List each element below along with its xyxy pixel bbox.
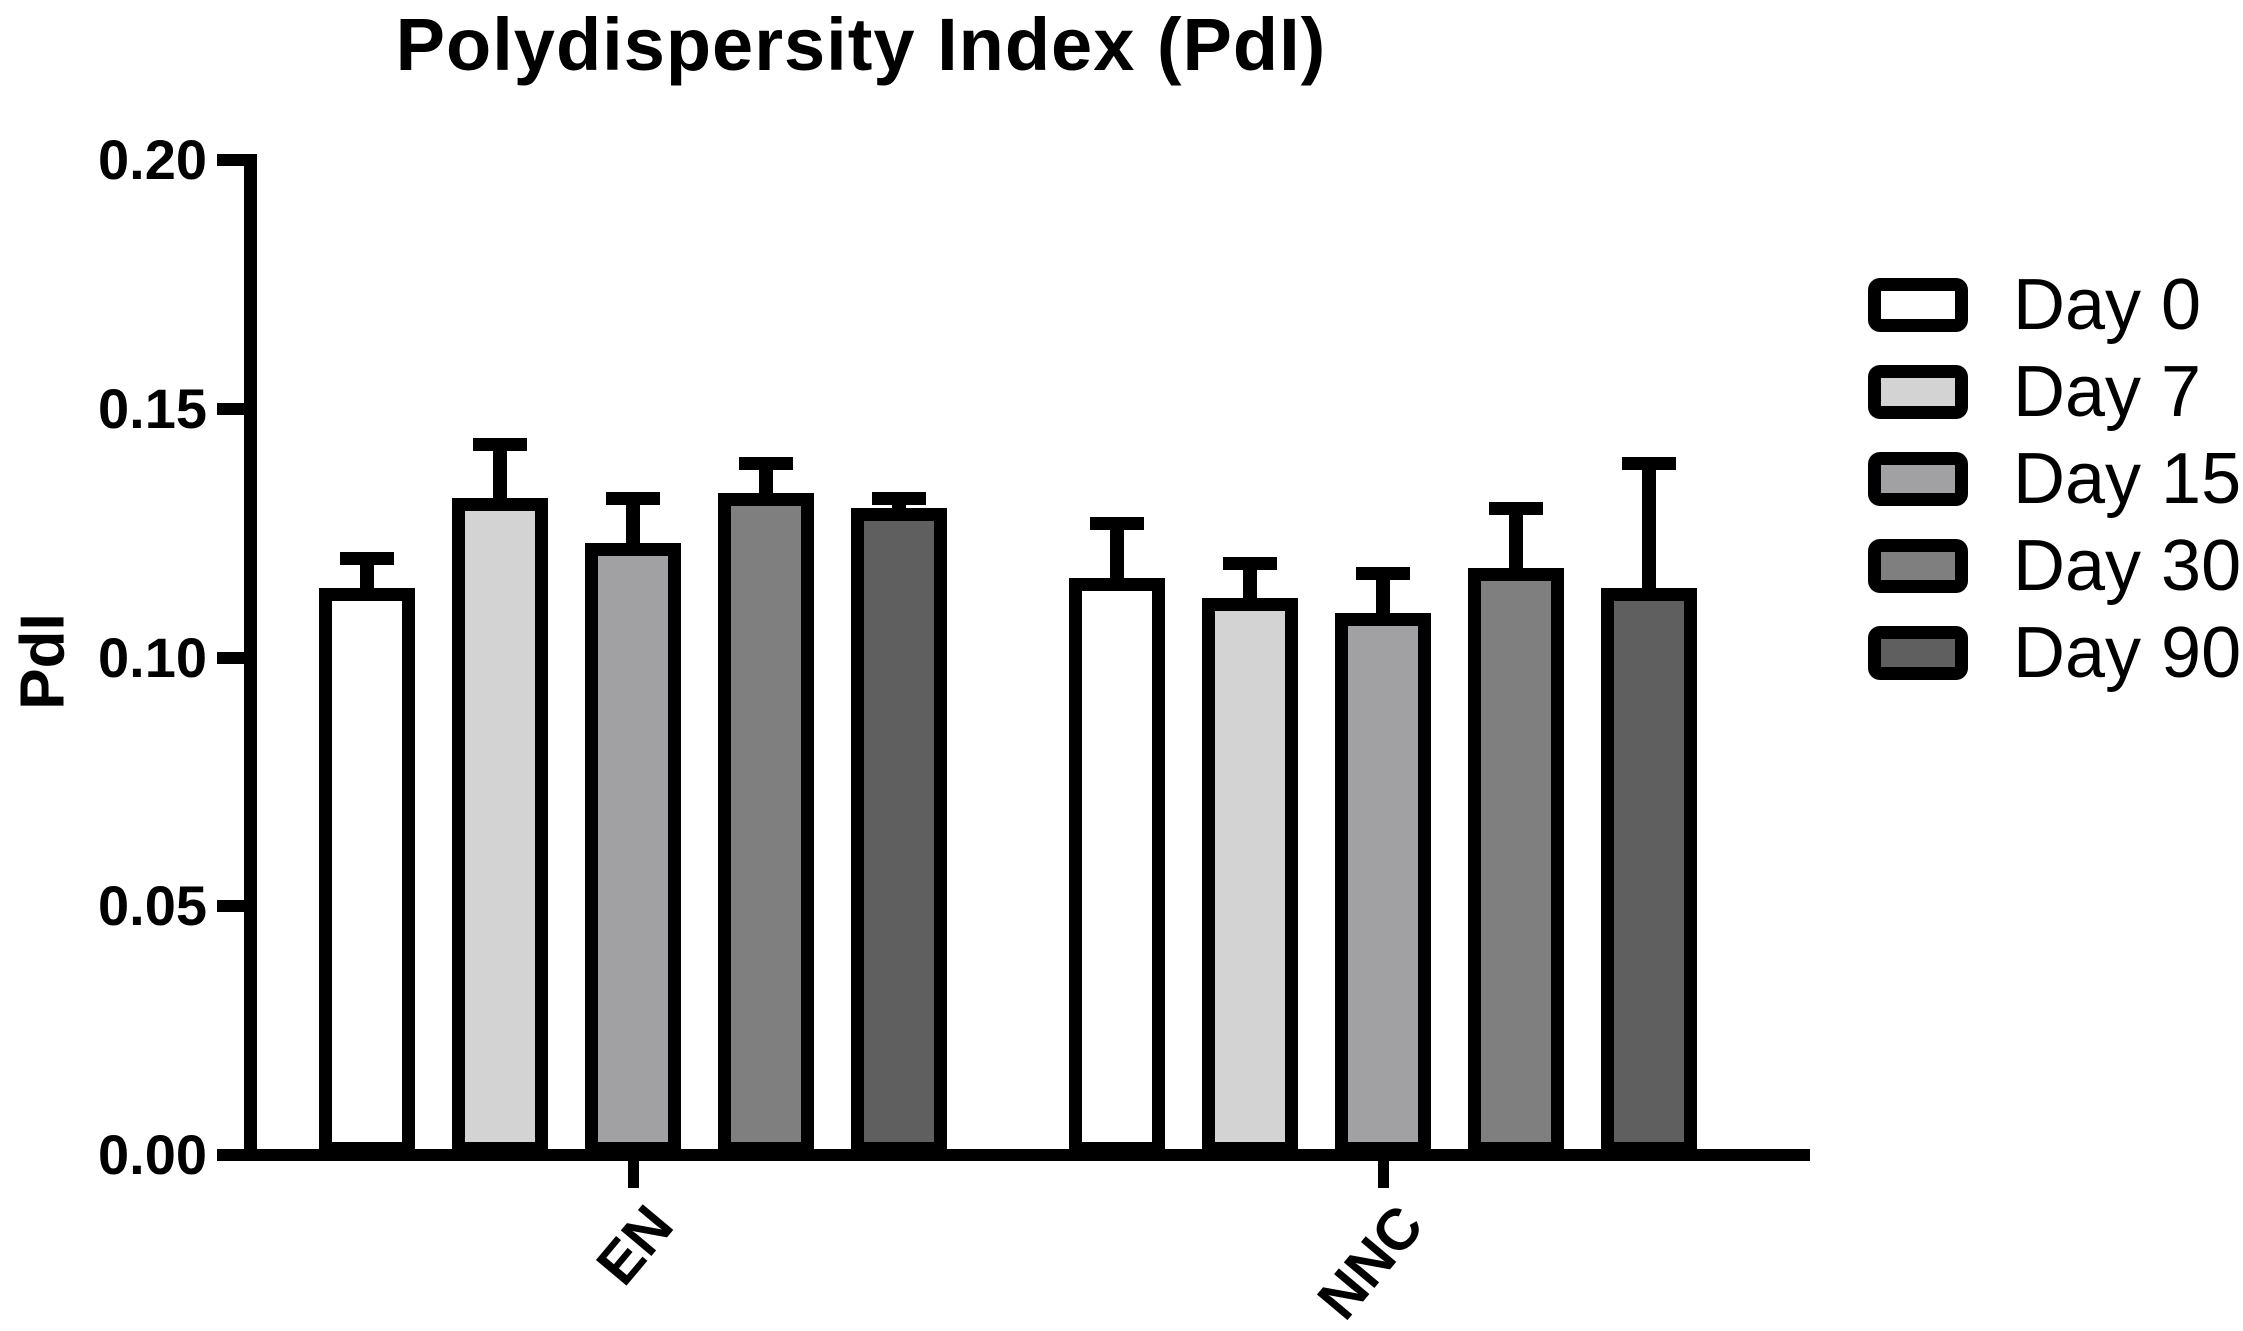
y-tick-label: 0.10 xyxy=(98,626,207,689)
y-tick-label: 0.20 xyxy=(98,128,207,191)
x-tick-mark-nnc xyxy=(1378,1161,1389,1188)
legend-label-day-15: Day 15 xyxy=(2013,439,2242,519)
legend-label-day-0: Day 0 xyxy=(2013,265,2202,345)
bar-en-day-15 xyxy=(585,543,681,1155)
bar-nnc-day-15 xyxy=(1335,613,1431,1155)
error-bar-stem-nnc-day-90 xyxy=(1642,467,1656,598)
bar-en-day-30 xyxy=(718,493,814,1155)
error-bar-stem-en-day-7 xyxy=(493,448,507,508)
error-bar-cap-en-day-0 xyxy=(340,552,394,565)
y-tick-mark-0.15 xyxy=(217,403,245,415)
y-tick-mark-0.20 xyxy=(217,154,245,166)
bar-nnc-day-90 xyxy=(1601,588,1697,1155)
bar-nnc-day-0 xyxy=(1069,578,1165,1155)
x-tick-label-en: EN xyxy=(584,1193,686,1297)
error-bar-cap-en-day-90 xyxy=(872,492,926,505)
error-bar-cap-nnc-day-30 xyxy=(1489,502,1543,515)
error-bar-stem-nnc-day-0 xyxy=(1110,527,1124,588)
error-bar-cap-nnc-day-0 xyxy=(1090,517,1144,530)
y-tick-mark-0.10 xyxy=(217,652,245,664)
error-bar-cap-nnc-day-15 xyxy=(1356,567,1410,580)
error-bar-stem-en-day-15 xyxy=(626,502,640,553)
error-bar-cap-nnc-day-90 xyxy=(1622,457,1676,470)
bar-en-day-90 xyxy=(851,508,947,1155)
legend-label-day-30: Day 30 xyxy=(2013,526,2242,606)
y-axis-line xyxy=(244,154,257,1161)
error-bar-stem-nnc-day-15 xyxy=(1376,577,1390,623)
legend-swatch-day-7 xyxy=(1868,365,1968,419)
y-tick-mark-0.00 xyxy=(217,1149,245,1161)
y-tick-label: 0.05 xyxy=(98,874,207,937)
y-tick-mark-0.05 xyxy=(217,900,245,912)
bar-nnc-day-30 xyxy=(1468,568,1564,1155)
legend-swatch-day-90 xyxy=(1868,626,1968,680)
legend-label-day-90: Day 90 xyxy=(2013,613,2242,693)
y-tick-label: 0.15 xyxy=(98,377,207,440)
x-tick-label-nnc: NNC xyxy=(1305,1193,1436,1331)
error-bar-cap-en-day-15 xyxy=(606,492,660,505)
error-bar-cap-en-day-7 xyxy=(473,438,527,451)
legend-swatch-day-0 xyxy=(1868,278,1968,332)
x-tick-mark-en xyxy=(628,1161,639,1188)
chart-title: Polydispersity Index (PdI) xyxy=(395,3,1327,86)
error-bar-cap-en-day-30 xyxy=(739,457,793,470)
error-bar-stem-nnc-day-7 xyxy=(1243,567,1257,608)
error-bar-stem-nnc-day-30 xyxy=(1509,512,1523,578)
error-bar-cap-nnc-day-7 xyxy=(1223,557,1277,570)
bar-en-day-7 xyxy=(452,498,548,1155)
bar-nnc-day-7 xyxy=(1202,598,1298,1155)
legend-swatch-day-30 xyxy=(1868,539,1968,593)
y-tick-label: 0.00 xyxy=(98,1123,207,1186)
bar-en-day-0 xyxy=(319,588,415,1155)
legend-swatch-day-15 xyxy=(1868,452,1968,506)
legend-label-day-7: Day 7 xyxy=(2013,352,2202,432)
